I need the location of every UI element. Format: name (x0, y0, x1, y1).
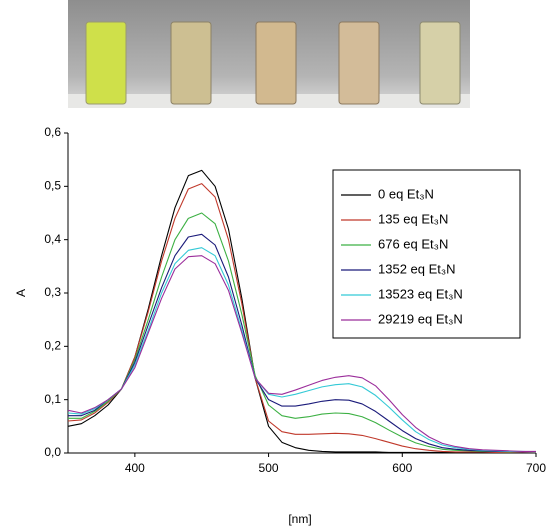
spectrum-line (67, 183, 536, 454)
legend-label: 29219 eq Et₃N (378, 311, 463, 326)
legend-label: 135 eq Et₃N (378, 211, 448, 226)
legend-label: 676 eq Et₃N (378, 236, 448, 251)
y-tick-label: 0,4 (44, 232, 61, 246)
legend-label: 1352 eq Et₃N (378, 261, 456, 276)
x-axis-label: [nm] (288, 512, 311, 526)
y-tick-label: 0,2 (44, 339, 61, 353)
spectrum-line (68, 233, 536, 453)
spectrum-line (67, 169, 536, 454)
spectrum-line (67, 247, 537, 453)
y-tick-label: 0,3 (44, 285, 61, 299)
y-tick-label: 0,1 (44, 392, 61, 406)
x-tick-label: 700 (526, 461, 546, 475)
legend (332, 169, 521, 339)
spectrum-line (67, 255, 536, 452)
x-tick-label: 400 (125, 461, 145, 475)
y-axis-label: A (14, 289, 28, 297)
y-tick-label: 0,0 (44, 445, 61, 459)
spectrum-line (68, 212, 536, 453)
y-tick-label: 0,6 (44, 125, 61, 139)
x-tick-label: 500 (259, 461, 279, 475)
legend-label: 0 eq Et₃N (378, 186, 434, 201)
legend-entries: 0 eq Et₃N 135 eq Et₃N 676 eq Et₃N 1352 eq E… (341, 186, 463, 326)
vial-photo (68, 0, 470, 108)
x-tick-label: 600 (392, 461, 412, 475)
y-tick-label: 0,5 (44, 179, 61, 193)
legend-label: 13523 eq Et₃N (378, 286, 463, 301)
